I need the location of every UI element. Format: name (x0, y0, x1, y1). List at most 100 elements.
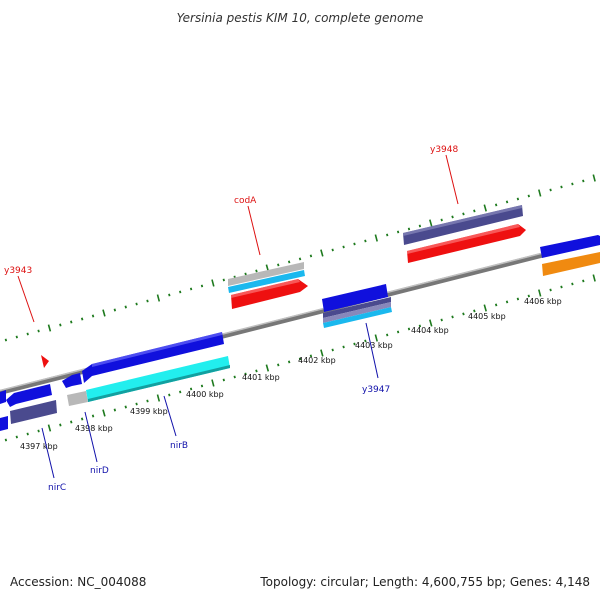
major-tick (429, 319, 433, 327)
major-tick (320, 249, 324, 257)
feature-y3943-arrow[interactable] (41, 355, 49, 368)
minor-tick (168, 293, 171, 297)
feature-codA-gray[interactable] (228, 262, 304, 286)
feature-nirD[interactable] (62, 373, 82, 388)
minor-tick (179, 390, 182, 394)
minor-tick (309, 254, 313, 258)
nirD-leader (84, 411, 98, 463)
minor-tick (233, 375, 236, 379)
feature-y3948[interactable] (407, 224, 526, 263)
feature-codA-shine (231, 279, 300, 298)
minor-tick (418, 224, 422, 228)
minor-tick (342, 345, 345, 349)
minor-tick (331, 348, 334, 352)
minor-tick (571, 182, 574, 186)
gene-label-y3947[interactable]: y3947 (362, 385, 390, 395)
minor-tick (4, 338, 8, 342)
minor-tick (287, 360, 291, 364)
map-title: Yersinia pestis KIM 10, complete genome (177, 11, 424, 25)
y3948-leader (445, 154, 459, 205)
feature-left-edge-blue-2[interactable] (0, 416, 8, 431)
major-tick (538, 289, 542, 297)
minor-tick (113, 308, 117, 312)
kbp-label-4397: 4397 kbp (20, 442, 58, 451)
major-tick (156, 394, 161, 402)
gene-label-y3943[interactable]: y3943 (4, 266, 32, 276)
feature-nirC-navy[interactable] (10, 400, 57, 424)
feature-right-blue[interactable] (540, 235, 600, 258)
gene-label-nirD[interactable]: nirD (90, 466, 109, 476)
gene-label-nirB[interactable]: nirB (170, 441, 188, 451)
kbp-label-4402: 4402 kbp (298, 356, 336, 365)
feature-y3947-stack-2[interactable] (323, 302, 391, 323)
minor-tick (277, 363, 280, 367)
major-tick (102, 409, 106, 417)
major-tick (211, 379, 215, 387)
feature-left-edge-blue[interactable] (0, 390, 6, 404)
feature-right-orange[interactable] (542, 252, 600, 276)
minor-tick (582, 179, 585, 183)
kbp-label-4400: 4400 kbp (186, 390, 224, 399)
major-tick (47, 324, 52, 332)
major-tick (592, 174, 596, 182)
minor-tick (146, 399, 149, 403)
major-tick (47, 424, 52, 432)
feature-nirB-shine (92, 332, 222, 367)
major-tick (483, 304, 487, 312)
y3947-leader (365, 322, 379, 379)
feature-nirC[interactable] (6, 384, 52, 407)
minor-tick (135, 402, 138, 406)
minor-tick (179, 290, 182, 294)
minor-tick (135, 302, 138, 306)
minor-tick (462, 212, 465, 216)
kbp-label-4404: 4404 kbp (411, 326, 449, 335)
major-tick (429, 219, 433, 227)
nirB-leader (163, 395, 177, 437)
minor-tick (516, 197, 520, 201)
major-tick (483, 204, 487, 212)
minor-tick (549, 288, 552, 292)
minor-tick (80, 417, 84, 421)
major-tick (374, 334, 378, 342)
minor-tick (222, 278, 225, 282)
feature-nirB-cyan-edge (88, 365, 230, 402)
minor-tick (255, 269, 258, 273)
gene-label-y3948[interactable]: y3948 (430, 145, 459, 155)
kbp-label-4398: 4398 kbp (75, 424, 113, 433)
minor-tick (386, 233, 389, 237)
feature-y3947-stack-1[interactable] (323, 297, 391, 318)
y3943-leader (17, 275, 35, 323)
feature-nirD-gray[interactable] (67, 391, 88, 406)
major-tick (102, 309, 106, 317)
minor-tick (364, 339, 367, 343)
gene-label-nirC[interactable]: nirC (48, 483, 66, 493)
minor-tick (189, 387, 193, 391)
minor-tick (462, 312, 465, 316)
minor-tick (298, 357, 302, 361)
feature-nirB[interactable] (82, 332, 224, 383)
minor-tick (353, 242, 356, 246)
accession-text: Accession: NC_004088 (10, 575, 146, 589)
feature-y3948-outline[interactable] (403, 205, 523, 245)
feature-y3947-stack-3[interactable] (323, 307, 392, 328)
minor-tick (309, 354, 313, 358)
feature-codA[interactable] (231, 279, 308, 309)
feature-codA-sky[interactable] (228, 270, 305, 293)
minor-tick (4, 438, 8, 442)
major-tick (156, 294, 161, 302)
minor-tick (396, 330, 400, 334)
minor-tick (146, 299, 149, 303)
minor-tick (353, 342, 356, 346)
feature-nirB-cyan[interactable] (86, 356, 230, 402)
feature-y3947[interactable] (322, 284, 388, 312)
minor-tick (200, 284, 204, 288)
minor-tick (244, 272, 247, 276)
upper-tick-track (4, 174, 596, 342)
minor-tick (80, 317, 84, 321)
minor-tick (15, 435, 18, 439)
minor-tick (287, 260, 291, 264)
minor-tick (331, 248, 334, 252)
minor-tick (451, 315, 454, 319)
gene-label-codA[interactable]: codA (234, 196, 257, 206)
major-tick (265, 364, 270, 372)
